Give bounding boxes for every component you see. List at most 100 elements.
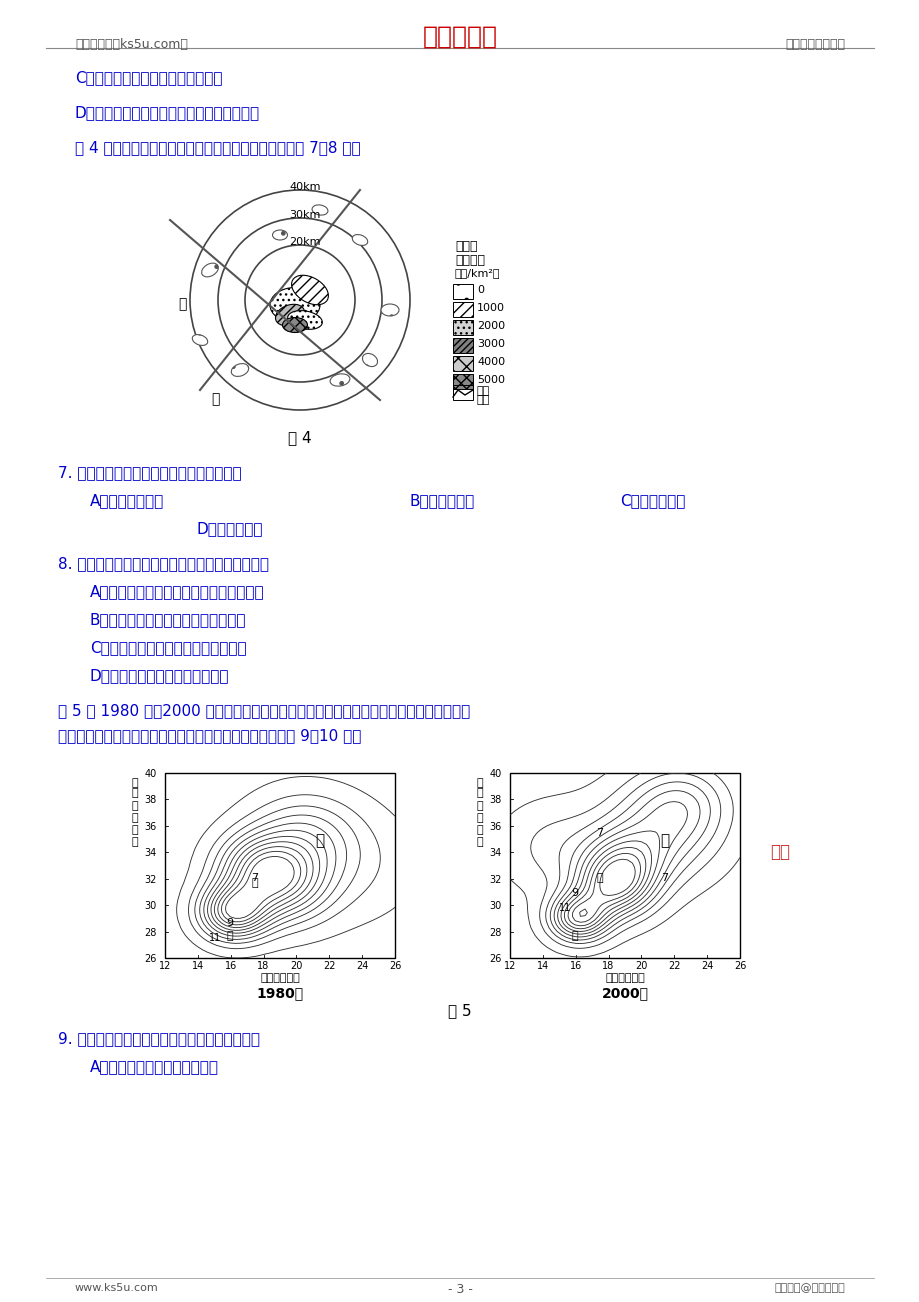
Text: 14: 14 (536, 961, 549, 971)
Text: 36: 36 (489, 822, 502, 832)
Text: 5000: 5000 (476, 375, 505, 385)
Text: D．产业的集聚可以减少工资支出: D．产业的集聚可以减少工资支出 (90, 668, 229, 684)
Text: 12: 12 (504, 961, 516, 971)
Text: 12: 12 (159, 961, 171, 971)
Point (0, 0, 7, 10)
Bar (452, 374, 472, 389)
Text: ）: ） (131, 837, 138, 848)
Text: 34: 34 (144, 849, 157, 858)
Text: C．市场指向型: C．市场指向型 (619, 493, 685, 508)
Text: 26: 26 (489, 954, 502, 963)
Bar (452, 320, 472, 335)
Point (0, 0, 7, 10)
Text: 36: 36 (144, 822, 157, 832)
Bar (452, 355, 472, 371)
Ellipse shape (282, 318, 307, 332)
Point (0, 0, 7, 10)
Text: 版权所有@高考资源网: 版权所有@高考资源网 (774, 1282, 844, 1293)
Text: 20: 20 (634, 961, 647, 971)
Ellipse shape (352, 234, 368, 246)
Text: 图 5 为 1980 年～2000 年我国某市人口密度等值线（图中数值为人口密度相对值，即该地: 图 5 为 1980 年～2000 年我国某市人口密度等值线（图中数值为人口密度… (58, 703, 470, 717)
Ellipse shape (362, 353, 377, 367)
Text: 24: 24 (700, 961, 712, 971)
Point (0, 0, 7, 10)
Point (0, 0, 7, 10)
Text: 乙: 乙 (596, 874, 603, 883)
Text: www.ks5u.com: www.ks5u.com (75, 1282, 159, 1293)
Text: 2000: 2000 (476, 322, 505, 331)
Bar (452, 284, 472, 299)
Text: B．技术指向型: B．技术指向型 (410, 493, 475, 508)
Text: （人/km²）: （人/km²） (455, 268, 500, 279)
Text: 14: 14 (191, 961, 204, 971)
Ellipse shape (291, 275, 328, 305)
Text: 您身边的高考专家: 您身边的高考专家 (784, 38, 844, 51)
Text: 7: 7 (596, 828, 603, 838)
Text: 9. 有关该市人口分布变化特点的说法，正确的是: 9. 有关该市人口分布变化特点的说法，正确的是 (58, 1031, 260, 1046)
Text: 1980年: 1980年 (256, 986, 303, 1000)
Ellipse shape (231, 363, 248, 376)
Text: C．可以大幅度降低对当地环境的压力: C．可以大幅度降低对当地环境的压力 (90, 641, 246, 655)
Text: 7: 7 (251, 874, 258, 883)
Text: 米: 米 (476, 825, 482, 835)
Point (0, 0, 7, 10)
Point (0, 0, 7, 10)
Text: 1000: 1000 (476, 303, 505, 312)
Point (0, 0, 7, 10)
Point (0, 0, 7, 10)
Text: D．地中海沿岸的游人正在沙滩上进行日光浴: D．地中海沿岸的游人正在沙滩上进行日光浴 (75, 105, 260, 120)
Text: 距: 距 (131, 779, 138, 788)
Text: 高考资源网（ks5u.com）: 高考资源网（ks5u.com） (75, 38, 187, 51)
Text: 0: 0 (476, 285, 483, 296)
Text: 11: 11 (558, 904, 571, 913)
Text: 丙: 丙 (315, 833, 324, 848)
Text: 高速: 高速 (476, 385, 490, 396)
Point (0, 0, 7, 10)
Text: 公路: 公路 (476, 395, 490, 405)
Bar (452, 339, 472, 353)
Point (0, 0, 7, 10)
Text: 28: 28 (144, 927, 157, 937)
Ellipse shape (272, 230, 287, 240)
Text: 28: 28 (489, 927, 502, 937)
Text: 离: 离 (476, 788, 482, 798)
Text: 就业密度: 就业密度 (455, 254, 484, 267)
Bar (452, 385, 472, 400)
Ellipse shape (201, 263, 218, 277)
Text: 7. 从图示信息推断，甲处的制造业最可能是: 7. 从图示信息推断，甲处的制造业最可能是 (58, 465, 242, 480)
Ellipse shape (275, 305, 304, 326)
Text: 30km: 30km (289, 210, 321, 220)
Point (0, 0, 7, 10)
Text: 2000年: 2000年 (601, 986, 648, 1000)
Text: 26: 26 (733, 961, 745, 971)
Text: 甲: 甲 (177, 297, 186, 311)
Text: - 3 -: - 3 - (447, 1282, 472, 1295)
Text: 距: 距 (476, 779, 482, 788)
Text: 20: 20 (289, 961, 302, 971)
Text: 18: 18 (602, 961, 614, 971)
Point (0, 0, 7, 10)
Text: 千: 千 (131, 812, 138, 823)
Text: 24: 24 (356, 961, 368, 971)
Text: 40: 40 (489, 769, 502, 779)
Text: 26: 26 (144, 954, 157, 963)
Point (0, 0, 7, 10)
Ellipse shape (269, 288, 320, 323)
Text: C．该地日影越来越长，昼开始变短: C．该地日影越来越长，昼开始变短 (75, 70, 222, 85)
Text: 22: 22 (667, 961, 680, 971)
Text: A．各区人口密度都在快速增加: A．各区人口密度都在快速增加 (90, 1059, 219, 1074)
Text: 距离（千米）: 距离（千米） (605, 973, 644, 983)
Text: 32: 32 (489, 875, 502, 885)
Text: A．这些制造业大多存在生产协作上的联系: A．这些制造业大多存在生产协作上的联系 (90, 585, 265, 599)
Text: 30: 30 (144, 901, 157, 911)
Text: 8. 乙处的制造业产生集聚现象，这样布局可能因为: 8. 乙处的制造业产生集聚现象，这样布局可能因为 (58, 556, 268, 572)
Text: 图 4: 图 4 (288, 430, 312, 445)
Text: 图 5: 图 5 (448, 1003, 471, 1018)
Point (0, 0, 7, 10)
Text: 惠河: 惠河 (769, 842, 789, 881)
Ellipse shape (288, 311, 322, 329)
Text: 7: 7 (661, 874, 668, 883)
Text: 米: 米 (131, 825, 138, 835)
Text: B．乙处的交通通达度比市中心区域高: B．乙处的交通通达度比市中心区域高 (90, 612, 246, 628)
Bar (452, 302, 472, 316)
